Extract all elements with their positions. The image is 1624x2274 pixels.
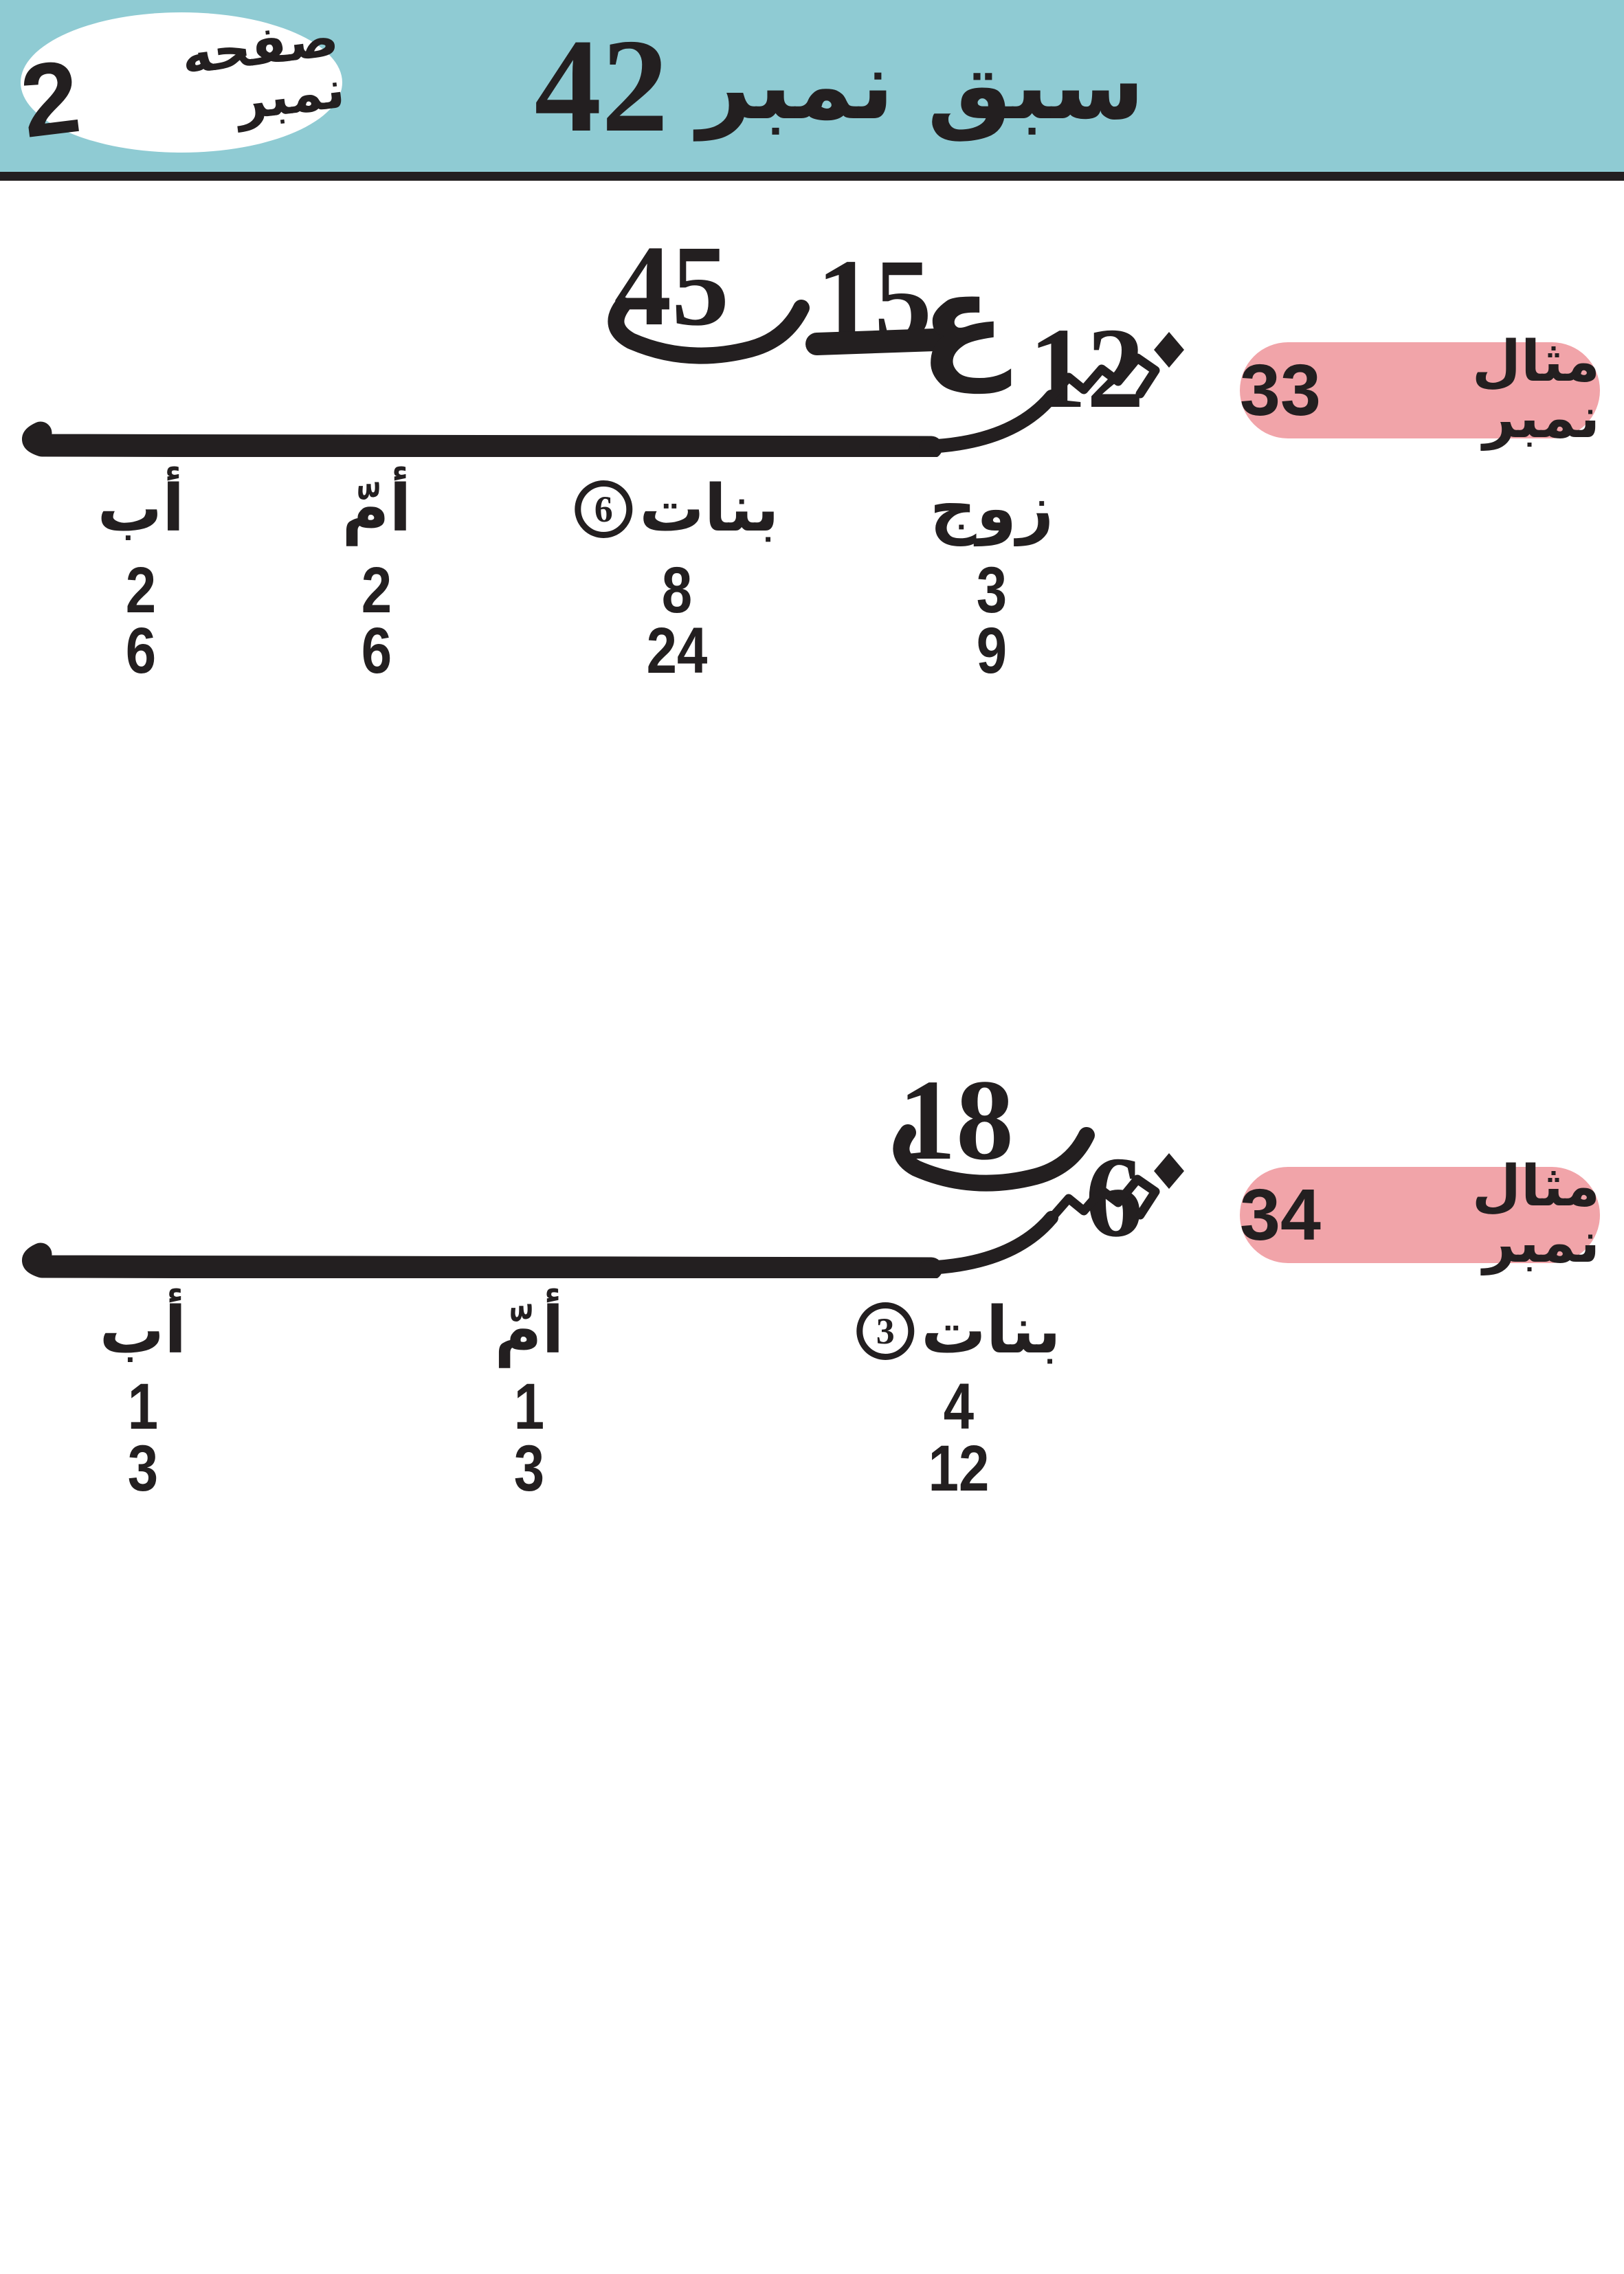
share-value: 4 xyxy=(943,1370,975,1443)
example-number-badge: 34 مثال نمبر xyxy=(1240,1159,1600,1271)
daughters-count-circle: 3 xyxy=(856,1302,915,1360)
share-value: 2 xyxy=(361,554,392,627)
masala-bracket xyxy=(22,1153,1184,1278)
lesson-number: 42 xyxy=(534,11,669,160)
page-number-badge: 2 صفحه نمبر xyxy=(15,6,348,159)
example-number-badge: 33 مثال نمبر xyxy=(1240,334,1600,447)
share-value: 3 xyxy=(976,554,1008,627)
column-header-mother: أمّ xyxy=(342,471,412,546)
ain-letter: ع xyxy=(920,245,1007,393)
column-header-daughters: 6 بنات xyxy=(575,473,779,545)
daughters-label: بنات xyxy=(639,471,779,546)
column-header-father: أب xyxy=(97,471,185,546)
share-value: 24 xyxy=(646,614,708,687)
share-value: 9 xyxy=(976,614,1008,687)
share-value: 2 xyxy=(125,554,157,627)
lesson-title-text: سبق نمبر xyxy=(697,30,1145,141)
example-number-label: مثال نمبر xyxy=(1471,1154,1600,1275)
lesson-title: 42 سبق نمبر xyxy=(0,0,1624,172)
share-value: 1 xyxy=(127,1370,159,1443)
example-number: 33 xyxy=(1240,350,1321,431)
reh-letter-swoosh xyxy=(893,1124,1095,1192)
example-number: 34 xyxy=(1240,1174,1321,1256)
daughters-label: بنات xyxy=(921,1293,1061,1368)
example-number-label: مثال نمبر xyxy=(1471,329,1600,451)
share-value: 1 xyxy=(513,1370,545,1443)
step-value-45: 45 xyxy=(614,222,729,350)
column-header-mother: أمّ xyxy=(494,1293,564,1368)
column-header-husband: زوج xyxy=(929,471,1054,546)
share-value: 8 xyxy=(661,554,693,627)
share-value: 3 xyxy=(513,1432,545,1505)
reh-letter-swoosh xyxy=(608,297,810,364)
column-header-father: أب xyxy=(99,1293,187,1368)
column-header-daughters: 3 بنات xyxy=(856,1293,1061,1368)
share-value: 6 xyxy=(361,614,392,687)
header-bar: 2 صفحه نمبر 42 سبق نمبر xyxy=(0,0,1624,181)
share-value: 6 xyxy=(125,614,157,687)
share-value: 3 xyxy=(127,1432,159,1505)
masala-bracket xyxy=(22,332,1184,457)
step-value-18: 18 xyxy=(898,1056,1014,1184)
share-value: 12 xyxy=(928,1432,990,1505)
daughters-count-circle: 6 xyxy=(575,480,633,538)
